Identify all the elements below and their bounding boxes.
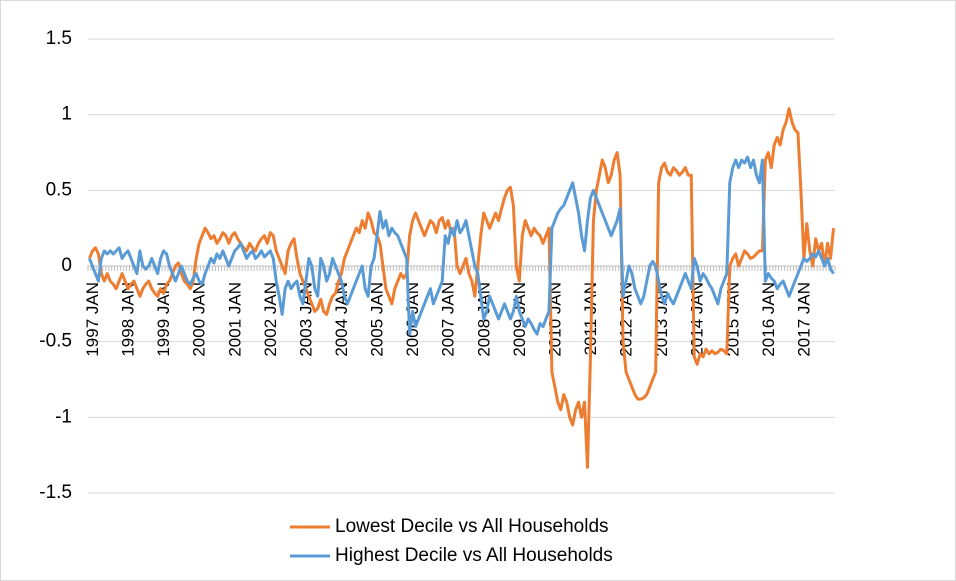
x-tick-label: 2002 JAN (261, 282, 280, 357)
series-line (88, 155, 835, 336)
x-tick-label: 1998 JAN (119, 282, 138, 357)
legend-label: Highest Decile vs All Households (335, 545, 613, 566)
y-tick-label: -1.5 (39, 482, 72, 503)
x-tick-label: 2007 JAN (439, 282, 458, 357)
y-tick-label: 0 (61, 255, 72, 276)
x-tick-label: 2009 JAN (510, 282, 529, 357)
legend-label: Lowest Decile vs All Households (335, 516, 609, 537)
x-tick-label: 2014 JAN (688, 282, 707, 357)
y-tick-label: 1 (61, 104, 72, 125)
y-tick-label: -1 (55, 406, 72, 427)
x-tick-label: 2017 JAN (794, 282, 813, 357)
x-tick-label: 2005 JAN (368, 282, 387, 357)
x-tick-label: 2000 JAN (190, 282, 209, 357)
y-tick-label: -0.5 (39, 331, 72, 352)
x-tick-label: 1997 JAN (83, 282, 102, 357)
series-line (88, 107, 836, 469)
x-tick-label: 2016 JAN (759, 282, 778, 357)
y-tick-label: 1.5 (46, 28, 72, 49)
x-tick-label: 2012 JAN (617, 282, 636, 357)
x-tick-label: 1999 JAN (154, 282, 173, 357)
y-tick-label: 0.5 (46, 179, 72, 200)
x-tick-label: 2001 JAN (225, 282, 244, 357)
